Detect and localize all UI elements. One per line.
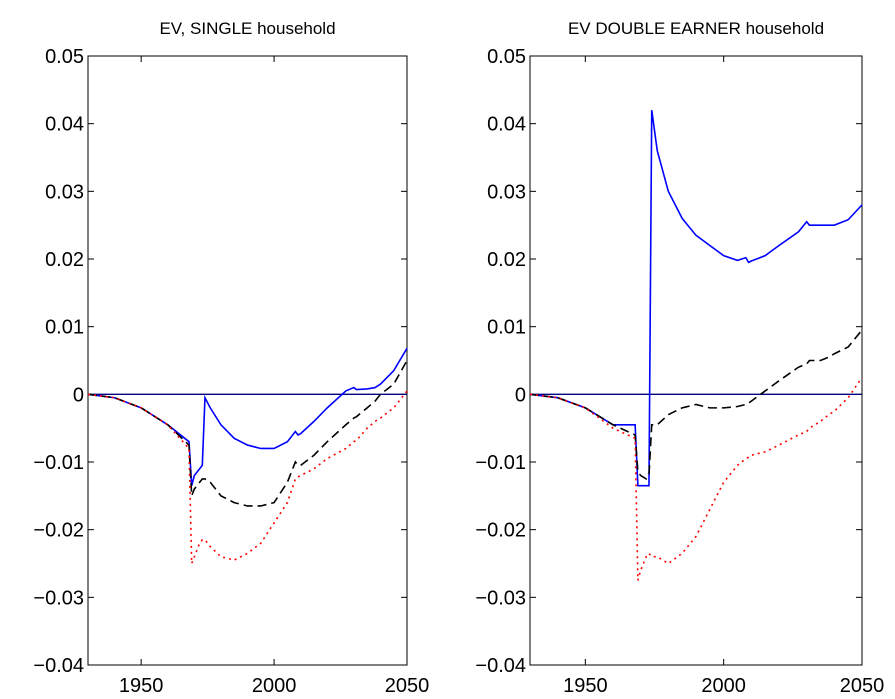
- y-tick-label: 0.02: [487, 249, 526, 271]
- y-tick-label: 0: [515, 384, 526, 406]
- y-tick-label: −0.02: [33, 520, 84, 542]
- series-line: [529, 329, 863, 480]
- y-tick-label: −0.01: [475, 452, 526, 474]
- y-tick-label: −0.03: [475, 587, 526, 609]
- series-line: [87, 347, 408, 486]
- chart-title: EV DOUBLE EARNER household: [568, 19, 824, 38]
- y-tick-label: 0.04: [45, 114, 84, 136]
- y-tick-label: 0.04: [487, 114, 526, 136]
- axes-box: [87, 55, 408, 666]
- y-tick-label: 0: [73, 384, 84, 406]
- y-tick-label: 0.03: [45, 181, 84, 203]
- x-tick-label: 2050: [385, 675, 430, 697]
- x-tick-label: 1950: [119, 675, 164, 697]
- series-line: [87, 360, 408, 507]
- chart-title: EV, SINGLE household: [159, 19, 335, 38]
- x-tick-label: 1950: [563, 675, 608, 697]
- x-tick-label: 2050: [840, 675, 885, 697]
- y-tick-label: −0.02: [475, 520, 526, 542]
- series-line: [87, 390, 408, 564]
- series-line: [529, 110, 863, 487]
- y-tick-label: −0.04: [33, 655, 84, 677]
- x-tick-label: 2000: [252, 675, 297, 697]
- y-tick-label: −0.04: [475, 655, 526, 677]
- x-tick-label: 2000: [701, 675, 746, 697]
- series-line: [529, 376, 863, 581]
- y-tick-label: 0.03: [487, 181, 526, 203]
- y-tick-label: 0.01: [45, 317, 84, 339]
- y-tick-label: 0.05: [45, 46, 84, 68]
- axes-box: [529, 55, 863, 666]
- y-tick-label: 0.02: [45, 249, 84, 271]
- y-tick-label: 0.05: [487, 46, 526, 68]
- y-tick-label: −0.03: [33, 587, 84, 609]
- y-tick-label: 0.01: [487, 317, 526, 339]
- y-tick-label: −0.01: [33, 452, 84, 474]
